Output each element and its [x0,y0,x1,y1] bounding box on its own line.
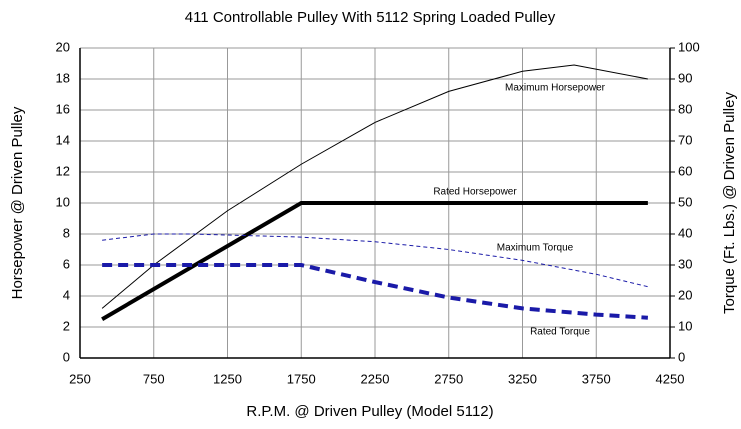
x-tick-label: 3750 [582,371,611,386]
y2-tick-label: 90 [678,70,692,85]
y2-tick-label: 30 [678,256,692,271]
y-tick-label: 0 [63,349,70,364]
y2-tick-label: 100 [678,39,700,54]
series-label: Maximum Torque [497,243,574,254]
y-tick-label: 2 [63,318,70,333]
y-tick-label: 16 [56,101,70,116]
y2-tick-label: 20 [678,287,692,302]
x-tick-label: 2750 [434,371,463,386]
y2-axis-title: Torque (Ft. Lbs.) @ Driven Pulley [721,92,738,314]
y-tick-label: 10 [56,194,70,209]
y2-tick-label: 60 [678,163,692,178]
x-tick-label: 750 [143,371,165,386]
series-line [101,64,648,309]
x-tick-label: 2250 [361,371,390,386]
x-tick-label: 3250 [508,371,537,386]
y2-tick-label: 70 [678,132,692,147]
y-tick-label: 4 [63,287,70,302]
y2-tick-label: 0 [678,349,685,364]
x-tick-label: 4250 [656,371,685,386]
x-tick-label: 250 [69,371,91,386]
series-label: Maximum Horsepower [505,83,606,94]
y2-tick-label: 40 [678,225,692,240]
x-tick-label: 1750 [287,371,316,386]
y-tick-label: 20 [56,39,70,54]
y-tick-label: 6 [63,256,70,271]
series-label: Rated Horsepower [433,187,517,198]
series-line [101,201,648,321]
series-label: Rated Torque [530,327,590,338]
y2-tick-label: 10 [678,318,692,333]
y-tick-label: 12 [56,163,70,178]
y-tick-label: 14 [56,132,70,147]
y-tick-label: 18 [56,70,70,85]
y-tick-label: 8 [63,225,70,240]
chart-title: 411 Controllable Pulley With 5112 Spring… [185,9,556,26]
series-line [102,263,648,320]
y-axis-title: Horsepower @ Driven Pulley [9,106,26,299]
y2-tick-label: 50 [678,194,692,209]
y2-tick-label: 80 [678,101,692,116]
x-tick-label: 1250 [213,371,242,386]
series-line [102,233,648,288]
x-axis-title: R.P.M. @ Driven Pulley (Model 5112) [246,403,493,420]
